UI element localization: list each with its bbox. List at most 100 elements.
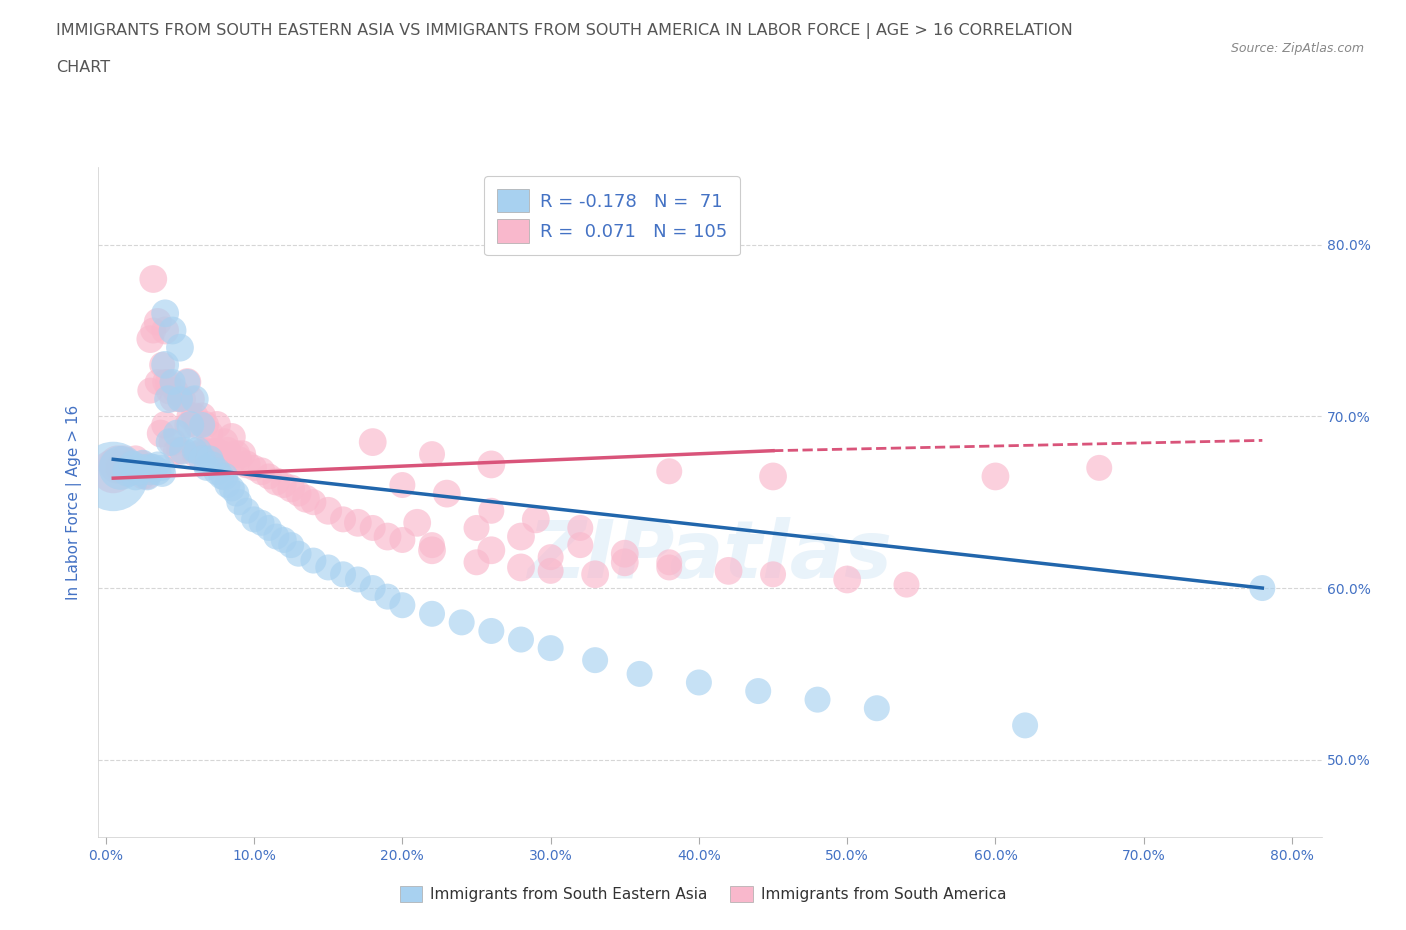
Point bbox=[169, 392, 191, 406]
Point bbox=[191, 418, 214, 432]
Y-axis label: In Labor Force | Age > 16: In Labor Force | Age > 16 bbox=[66, 405, 82, 600]
Point bbox=[172, 444, 194, 458]
Point bbox=[295, 491, 318, 506]
Legend: Immigrants from South Eastern Asia, Immigrants from South America: Immigrants from South Eastern Asia, Immi… bbox=[394, 880, 1012, 909]
Point bbox=[211, 469, 233, 484]
Point bbox=[866, 701, 889, 716]
Point bbox=[250, 464, 273, 479]
Point bbox=[205, 418, 228, 432]
Point bbox=[146, 457, 169, 472]
Point bbox=[146, 314, 169, 329]
Point bbox=[235, 503, 257, 518]
Point bbox=[159, 434, 181, 449]
Point bbox=[201, 444, 224, 458]
Point bbox=[162, 375, 184, 390]
Point bbox=[717, 564, 740, 578]
Point bbox=[153, 375, 176, 390]
Point bbox=[361, 580, 384, 595]
Point bbox=[510, 529, 533, 544]
Point bbox=[117, 457, 139, 472]
Point bbox=[157, 375, 180, 390]
Point bbox=[231, 446, 253, 461]
Point bbox=[420, 538, 443, 552]
Point bbox=[479, 457, 502, 472]
Point bbox=[179, 409, 201, 424]
Point bbox=[127, 464, 149, 479]
Point bbox=[524, 512, 547, 526]
Point bbox=[139, 458, 162, 473]
Point bbox=[658, 560, 681, 575]
Point bbox=[228, 452, 250, 467]
Point bbox=[184, 392, 207, 406]
Point bbox=[153, 306, 176, 321]
Point bbox=[179, 418, 201, 432]
Point bbox=[747, 684, 769, 698]
Point bbox=[217, 478, 239, 493]
Point bbox=[391, 598, 413, 613]
Point bbox=[211, 446, 233, 461]
Point bbox=[142, 272, 165, 286]
Point bbox=[214, 446, 236, 461]
Point bbox=[479, 503, 502, 518]
Point bbox=[103, 464, 125, 479]
Point bbox=[184, 444, 207, 458]
Point bbox=[221, 430, 243, 445]
Point bbox=[837, 572, 859, 587]
Point bbox=[510, 632, 533, 647]
Point bbox=[406, 515, 429, 530]
Point bbox=[165, 383, 187, 398]
Point bbox=[205, 464, 228, 479]
Point bbox=[540, 550, 562, 565]
Point bbox=[347, 515, 370, 530]
Point bbox=[266, 529, 288, 544]
Point bbox=[198, 452, 221, 467]
Point bbox=[191, 409, 214, 424]
Point bbox=[465, 521, 488, 536]
Point bbox=[273, 533, 295, 548]
Point bbox=[136, 469, 159, 484]
Point bbox=[150, 460, 173, 475]
Point bbox=[127, 460, 149, 475]
Point bbox=[124, 469, 146, 484]
Point bbox=[391, 478, 413, 493]
Point bbox=[169, 392, 191, 406]
Point bbox=[176, 418, 198, 432]
Point bbox=[287, 486, 309, 501]
Point bbox=[184, 409, 207, 424]
Point bbox=[569, 538, 592, 552]
Point bbox=[176, 375, 198, 390]
Point bbox=[142, 323, 165, 338]
Point bbox=[132, 457, 155, 472]
Point bbox=[121, 464, 143, 479]
Point bbox=[139, 383, 162, 398]
Point bbox=[162, 434, 184, 449]
Point bbox=[136, 469, 159, 484]
Text: Source: ZipAtlas.com: Source: ZipAtlas.com bbox=[1230, 42, 1364, 55]
Point bbox=[287, 546, 309, 561]
Point bbox=[214, 469, 236, 484]
Point bbox=[450, 615, 472, 630]
Point bbox=[302, 553, 325, 568]
Point bbox=[332, 512, 354, 526]
Point bbox=[153, 418, 176, 432]
Point bbox=[613, 546, 636, 561]
Point bbox=[146, 375, 169, 390]
Point bbox=[235, 457, 257, 472]
Point bbox=[302, 495, 325, 510]
Point bbox=[243, 460, 266, 475]
Point bbox=[361, 521, 384, 536]
Point bbox=[228, 495, 250, 510]
Point bbox=[316, 560, 339, 575]
Point bbox=[377, 590, 399, 604]
Point bbox=[194, 418, 217, 432]
Point bbox=[110, 460, 132, 475]
Point bbox=[153, 323, 176, 338]
Point bbox=[107, 457, 129, 472]
Point bbox=[257, 521, 280, 536]
Point bbox=[103, 469, 125, 484]
Point bbox=[217, 444, 239, 458]
Point bbox=[361, 434, 384, 449]
Point bbox=[257, 469, 280, 484]
Point bbox=[150, 357, 173, 372]
Point bbox=[195, 444, 218, 458]
